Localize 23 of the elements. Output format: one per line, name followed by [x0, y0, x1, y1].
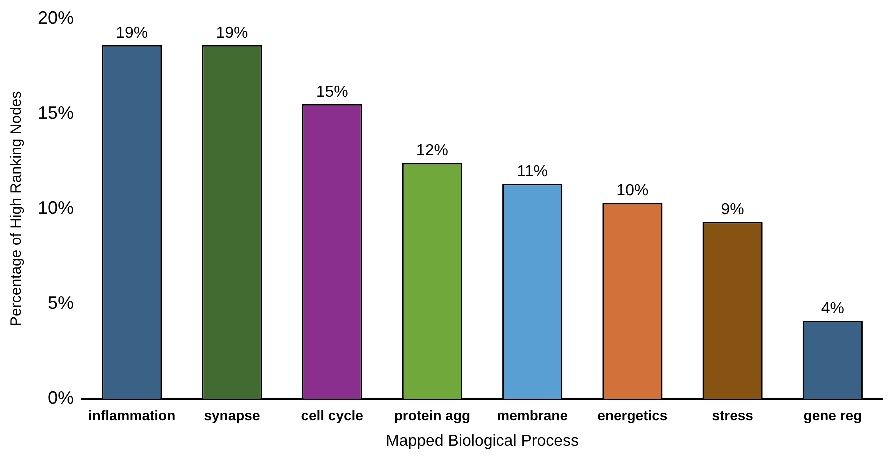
data-label: 15%	[316, 84, 348, 101]
y-tick-label: 5%	[48, 292, 74, 313]
data-label: 4%	[821, 300, 844, 318]
y-tick-label: 10%	[38, 198, 74, 218]
x-tick-label: energetics	[598, 407, 668, 424]
x-tick-label: stress	[712, 407, 754, 424]
x-tick-label: gene reg	[804, 407, 862, 424]
data-label: 9%	[721, 202, 744, 219]
x-tick-label: protein agg	[394, 407, 471, 424]
x-tick-label: inflammation	[88, 407, 176, 424]
y-tick-label: 0%	[48, 388, 74, 408]
data-label: 12%	[416, 142, 448, 160]
x-tick-label: synapse	[204, 407, 260, 424]
data-label: 11%	[517, 164, 548, 181]
data-label: 19%	[116, 24, 148, 42]
x-axis-title: Mapped Biological Process	[386, 432, 580, 450]
data-label: 19%	[216, 24, 248, 42]
y-tick-label: 15%	[38, 102, 74, 123]
x-tick-label: membrane	[497, 407, 568, 424]
y-axis-title: Percentage of High Ranking Nodes	[8, 91, 26, 326]
data-label: 10%	[616, 182, 649, 200]
y-tick-label: 20%	[38, 8, 74, 28]
x-tick-label: cell cycle	[301, 407, 364, 424]
